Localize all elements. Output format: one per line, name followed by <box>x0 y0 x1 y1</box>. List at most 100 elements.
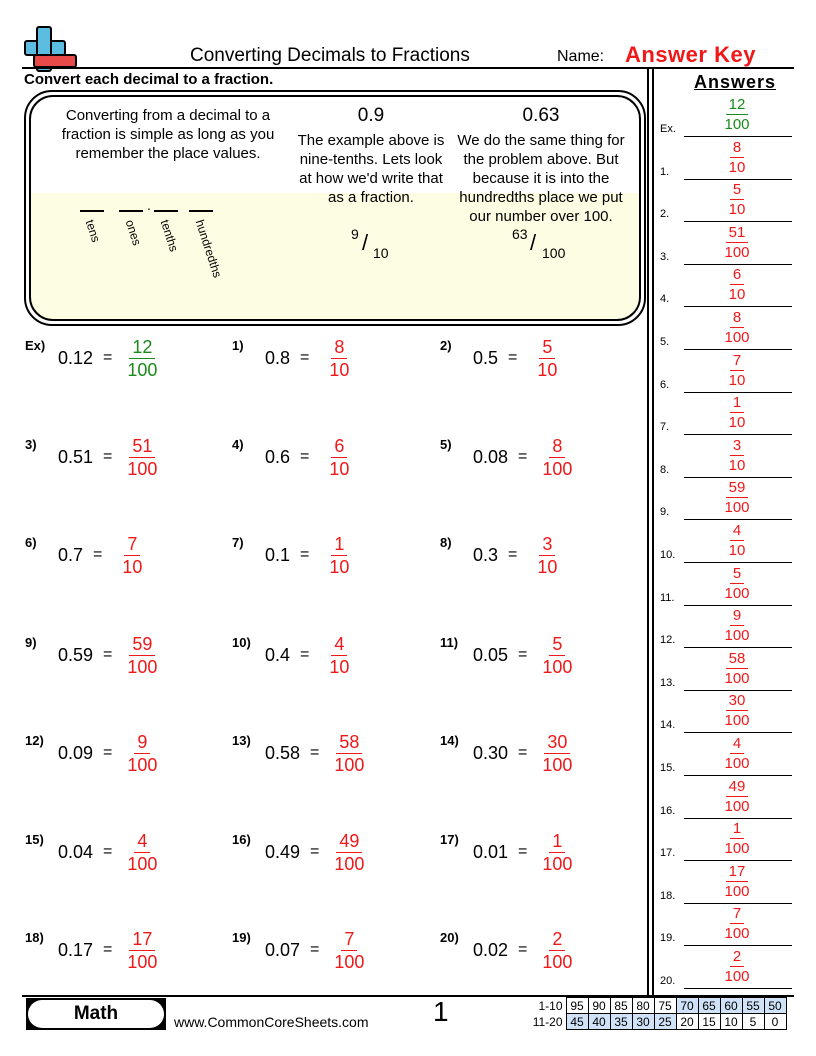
denominator: 100 <box>724 755 750 772</box>
fraction: 9 100 <box>122 731 162 776</box>
example-2-text: We do the same thing for the problem abo… <box>457 132 625 225</box>
numerator: 6 <box>331 435 348 458</box>
problem-20: 0.02 = 2 100 <box>473 926 577 974</box>
numerator: 9 <box>134 731 151 754</box>
answer-row: 20. 2 100 <box>658 947 792 989</box>
example-2-denominator: 100 <box>542 245 566 261</box>
answer-label: 19. <box>660 932 676 945</box>
numerator: 17 <box>725 862 749 882</box>
denominator: 100 <box>127 359 158 380</box>
fraction: 2 100 <box>720 947 754 986</box>
numerator: 5 <box>729 564 745 584</box>
problem-label: 1) <box>232 338 244 353</box>
denominator: 100 <box>724 712 750 730</box>
score-cell: 30 <box>631 1013 655 1030</box>
answer-line <box>684 689 792 691</box>
score-row-label: 11-20 <box>532 1014 563 1029</box>
numerator: 1 <box>331 533 348 556</box>
numerator: 8 <box>331 336 348 359</box>
fraction: 5 10 <box>720 180 754 219</box>
problem-2: 0.5 = 5 10 <box>473 334 567 382</box>
denominator: 100 <box>542 656 573 677</box>
problem-label: 15) <box>25 832 44 847</box>
problem-label: 14) <box>440 733 459 748</box>
answer-label: 3. <box>660 250 670 263</box>
answer-line <box>684 860 792 862</box>
equals-sign: = <box>310 843 320 860</box>
numerator: 7 <box>729 351 745 371</box>
answer-row: 1. 8 10 <box>658 138 792 180</box>
decimal-value: 0.3 <box>473 544 499 565</box>
score-cell: 0 <box>763 1013 787 1030</box>
problem-label: 9) <box>25 635 37 650</box>
answer-row: 12. 9 100 <box>658 606 792 649</box>
problem-label: 7) <box>232 535 244 550</box>
answer-line <box>684 263 792 265</box>
equals-sign: = <box>300 448 310 465</box>
denominator: 10 <box>329 656 350 677</box>
answer-row: 15. 4 100 <box>658 734 792 776</box>
equals-sign: = <box>103 349 113 366</box>
denominator: 100 <box>542 951 573 972</box>
score-cell: 15 <box>697 1013 721 1030</box>
fraction: 1 100 <box>537 830 577 875</box>
score-cell: 25 <box>653 1013 677 1030</box>
answer-row: 14. 30 100 <box>658 691 792 734</box>
numerator: 17 <box>129 928 156 951</box>
fraction: 7 100 <box>720 904 754 943</box>
answer-label: 17. <box>660 847 676 860</box>
answer-label: 12. <box>660 634 676 647</box>
fraction: 3 10 <box>527 533 567 578</box>
footer-divider <box>22 995 794 997</box>
fraction: 17 100 <box>720 862 754 901</box>
fraction: 51 100 <box>720 223 754 262</box>
problem-18: 0.17 = 17 100 <box>58 926 162 974</box>
problem-label: 2) <box>440 338 452 353</box>
denominator: 100 <box>127 656 158 677</box>
problem-label: 16) <box>232 832 251 847</box>
numerator: 58 <box>336 731 363 754</box>
denominator: 100 <box>724 669 750 687</box>
problem-label: 11) <box>440 635 459 650</box>
problem-11: 0.05 = 5 100 <box>473 631 577 679</box>
decimal-value: 0.49 <box>265 841 301 862</box>
answer-label: 7. <box>660 421 670 434</box>
numerator: 30 <box>725 691 749 712</box>
fraction: 49 100 <box>720 777 754 816</box>
score-table: 1-10 95 90 85 80 75 70 65 60 55 50 11-20 45 40 35 30 25… <box>528 997 787 1030</box>
decimal-point: . <box>147 197 151 213</box>
answer-line <box>684 604 792 606</box>
denominator: 100 <box>127 754 158 775</box>
decimal-value: 0.08 <box>473 446 509 467</box>
problem-19: 0.07 = 7 100 <box>265 926 369 974</box>
answer-line <box>684 306 792 308</box>
numerator: 6 <box>729 265 745 286</box>
numerator: 1 <box>729 393 745 414</box>
score-cell: 80 <box>631 997 655 1014</box>
numerator: 3 <box>539 533 556 556</box>
fraction: 8 100 <box>720 308 754 347</box>
problem-label: 12) <box>25 733 44 748</box>
denominator: 100 <box>724 840 750 858</box>
fraction: 7 10 <box>720 351 754 390</box>
answer-line <box>684 817 792 819</box>
numerator: 1 <box>729 819 745 840</box>
answer-line <box>684 732 792 734</box>
answer-line <box>684 988 792 989</box>
equals-sign: = <box>103 744 113 761</box>
denominator: 10 <box>329 556 350 577</box>
denominator: 10 <box>728 158 746 176</box>
numerator: 49 <box>725 777 749 797</box>
fraction: 4 100 <box>122 830 162 875</box>
equals-sign: = <box>300 646 310 663</box>
fraction: 58 100 <box>720 649 754 688</box>
answer-row: 10. 4 10 <box>658 521 792 563</box>
numerator: 59 <box>129 633 156 656</box>
numerator: 2 <box>729 947 745 967</box>
problem-label: 19) <box>232 930 251 945</box>
denominator: 10 <box>537 556 558 577</box>
problem-15: 0.04 = 4 100 <box>58 828 162 876</box>
fraction: 8 10 <box>319 336 359 381</box>
decimal-value: 0.8 <box>265 347 291 368</box>
numerator: 4 <box>729 734 745 754</box>
